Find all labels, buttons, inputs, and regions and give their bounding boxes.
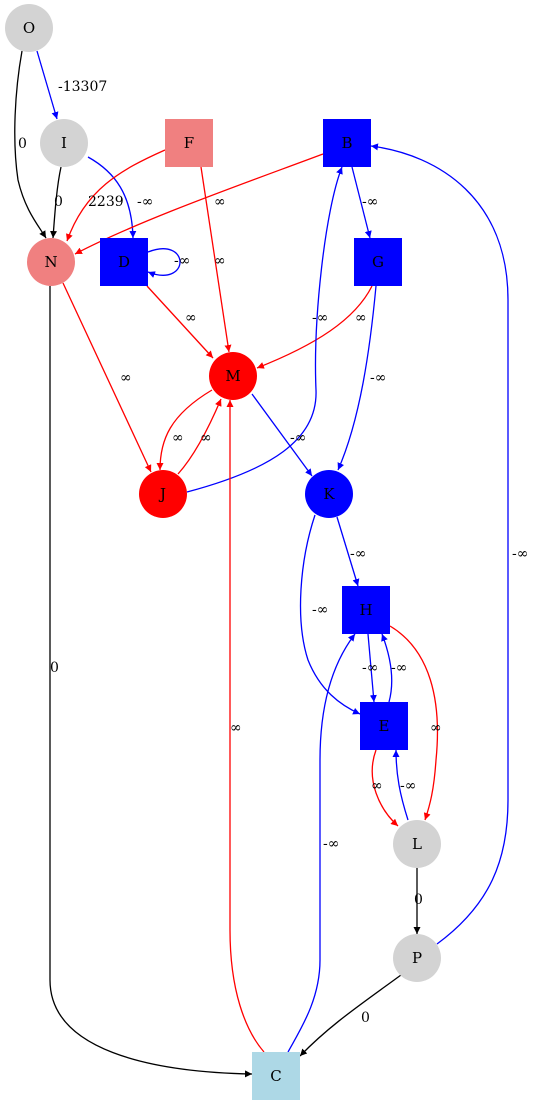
edge-p-to-c [300, 975, 401, 1056]
edge-label-e-to-h: -∞ [391, 660, 407, 676]
node-j-label: J [158, 485, 166, 503]
edge-label-m-to-j: ∞ [172, 430, 184, 446]
edge-label-f-to-m: ∞ [214, 194, 226, 210]
node-l-label: L [412, 835, 422, 853]
edge-label-m-to-k: -∞ [290, 430, 306, 446]
edge-label-f-to-n: 2239 [88, 194, 124, 210]
edge-label-o-to-n: 0 [18, 136, 27, 152]
node-b[interactable]: B [323, 119, 371, 167]
node-d[interactable]: D [100, 238, 148, 286]
node-e[interactable]: E [360, 702, 408, 750]
node-l[interactable]: L [393, 820, 441, 868]
edge-label-g-to-m: ∞ [355, 310, 367, 326]
edge-labels-layer: -13307 0 0 -∞ 2239 ∞ ∞ -∞ -∞ ∞ ∞ -∞ ∞ 0 ∞ ∞ -∞ -∞ -∞ -∞ -∞ -∞… [18, 79, 528, 1026]
edge-label-l-to-e: -∞ [400, 778, 416, 794]
node-d-label: D [118, 253, 130, 271]
edge-label-n-to-j: ∞ [120, 370, 132, 386]
edge-c-to-h [288, 634, 355, 1052]
node-j[interactable]: J [139, 470, 187, 518]
edge-n-to-c [50, 286, 252, 1074]
node-c-label: C [270, 1067, 281, 1085]
edge-label-n-to-c: 0 [50, 660, 59, 676]
edge-label-h-to-e: -∞ [362, 660, 378, 676]
edge-label-d-to-m: ∞ [185, 310, 197, 326]
node-m-label: M [225, 367, 240, 385]
node-p[interactable]: P [393, 934, 441, 982]
node-o-label: O [23, 19, 35, 37]
edge-label-g-to-k: -∞ [370, 370, 386, 386]
node-g-label: G [372, 253, 384, 271]
edge-label-i-to-d: -∞ [137, 194, 153, 210]
edge-label-c-to-m: ∞ [230, 720, 242, 736]
node-c[interactable]: C [252, 1052, 300, 1100]
node-o[interactable]: O [5, 4, 53, 52]
edge-label-b-to-g: -∞ [362, 194, 378, 210]
edge-label-b-to-n: ∞ [214, 253, 226, 269]
edge-g-to-m [257, 286, 372, 368]
node-k-label: K [323, 485, 335, 503]
edge-label-j-to-m: ∞ [200, 430, 212, 446]
node-g[interactable]: G [354, 238, 402, 286]
edge-label-k-to-h: -∞ [350, 546, 366, 562]
node-h-label: H [359, 601, 372, 619]
node-b-label: B [341, 134, 352, 152]
edge-n-to-j [63, 283, 151, 472]
edge-label-p-to-b: -∞ [512, 546, 528, 562]
node-h[interactable]: H [342, 586, 390, 634]
edge-label-e-to-l: ∞ [371, 778, 383, 794]
node-i[interactable]: I [40, 119, 88, 167]
edge-label-k-to-e: -∞ [312, 602, 328, 618]
edge-o-to-i [37, 51, 57, 119]
edge-label-d-to-d: -∞ [174, 253, 190, 269]
node-m[interactable]: M [209, 352, 257, 400]
edge-label-c-to-h: -∞ [323, 836, 339, 852]
node-p-label: P [412, 949, 422, 967]
node-f[interactable]: F [165, 119, 213, 167]
node-n[interactable]: N [27, 238, 75, 286]
edge-label-l-to-p: 0 [414, 892, 423, 908]
edge-label-i-to-n: 0 [54, 194, 63, 210]
edge-label-j-to-b: -∞ [312, 310, 328, 326]
nodes-layer: O I F B N D G M J K H E L P C [5, 4, 441, 1100]
node-k[interactable]: K [305, 470, 353, 518]
node-e-label: E [379, 717, 390, 735]
edge-label-h-to-l: ∞ [430, 720, 442, 736]
edge-d-to-m [147, 286, 213, 358]
node-f-label: F [184, 134, 194, 152]
edge-label-o-to-i: -13307 [58, 79, 107, 95]
edge-label-p-to-c: 0 [361, 1010, 370, 1026]
node-i-label: I [61, 134, 67, 152]
node-n-label: N [44, 253, 57, 271]
